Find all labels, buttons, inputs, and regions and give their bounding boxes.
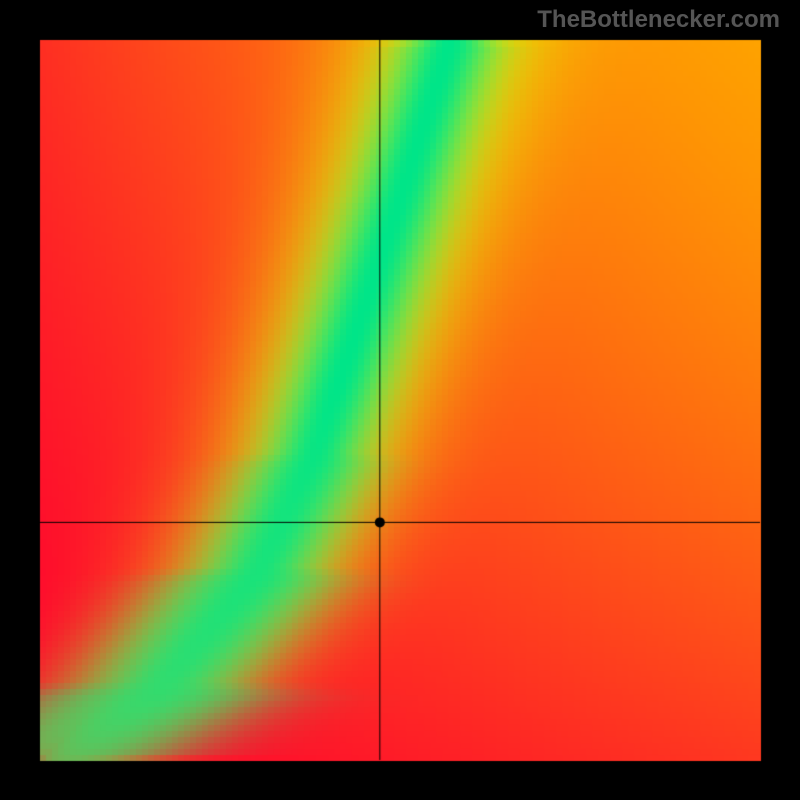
bottleneck-heatmap xyxy=(0,0,800,800)
watermark-text: TheBottlenecker.com xyxy=(537,6,780,34)
